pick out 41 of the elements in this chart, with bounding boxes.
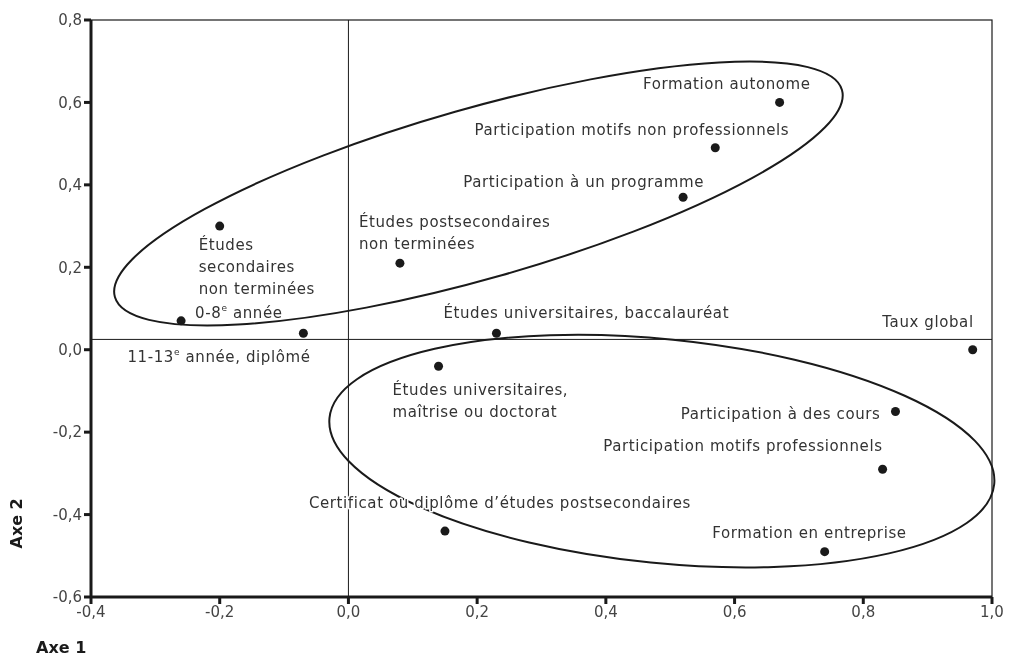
- annotation: Études universitaires, maîtrise ou doctorat: [392, 379, 569, 421]
- x-tick-label: 0,8: [851, 602, 876, 621]
- point: [775, 97, 785, 107]
- annotation: Taux global: [881, 312, 974, 331]
- y-tick-label: 0,2: [58, 258, 82, 277]
- y-tick-label: 0,6: [58, 93, 82, 112]
- x-tick-label: 0,6: [722, 602, 747, 621]
- point: [710, 143, 720, 153]
- point: [434, 361, 444, 371]
- y-tick-label: 0,8: [58, 11, 82, 30]
- y-axis-title: Axe 2: [6, 498, 26, 549]
- x-tick-label: 1,0: [980, 602, 1004, 621]
- annotation: Participation motifs non professionnels: [474, 120, 790, 139]
- y-tick-label: -0,4: [52, 505, 82, 524]
- point: [440, 526, 450, 536]
- annotation: 11-13$^{e}$ année, diplômé: [127, 346, 311, 366]
- x-tick-label: 0,0: [336, 602, 361, 621]
- annotation: Études postsecondaires non terminées: [358, 211, 551, 253]
- x-tick-label: 0,4: [593, 602, 618, 621]
- point: [491, 328, 501, 338]
- point: [890, 407, 900, 417]
- annotation: Études universitaires, baccalauréat: [443, 302, 730, 322]
- y-tick-label: -0,2: [52, 423, 82, 442]
- annotation: Participation à un programme: [463, 172, 705, 191]
- x-axis-title: Axe 1: [36, 638, 87, 657]
- x-tick-label: -0,2: [205, 602, 235, 621]
- annotation: Participation motifs professionnels: [603, 436, 883, 455]
- x-tick-label: 0,2: [465, 602, 490, 621]
- point: [878, 464, 888, 474]
- point: [968, 345, 978, 355]
- annotation: Formation autonome: [643, 74, 811, 93]
- point: [215, 221, 225, 231]
- annotation: 0-8$^{e}$ année: [195, 302, 283, 322]
- point: [820, 547, 830, 557]
- point: [395, 258, 405, 268]
- point: [678, 192, 688, 202]
- y-tick-label: 0,4: [58, 176, 82, 195]
- annotation: Formation en entreprise: [712, 523, 907, 542]
- annotation: Participation à des cours: [680, 404, 881, 423]
- y-tick-label: 0,0: [58, 341, 82, 360]
- point: [298, 328, 308, 338]
